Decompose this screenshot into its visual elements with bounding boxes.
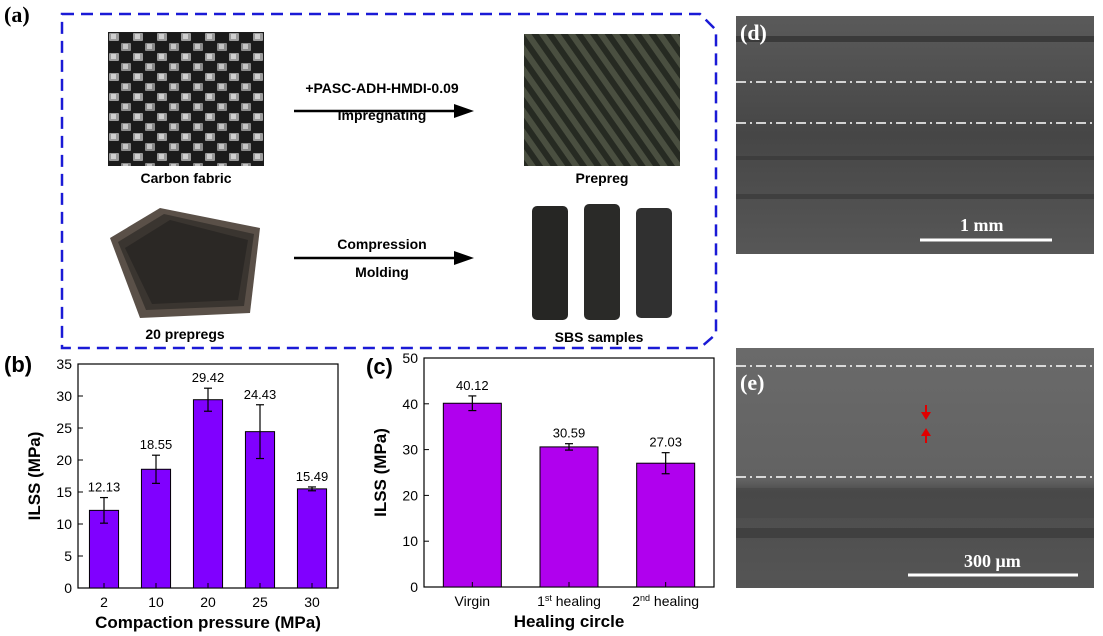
sbs-caption: SBS samples	[554, 329, 644, 345]
arrow1-bottom-label: Impregnating	[337, 107, 427, 123]
chart-c-value-label-2: 27.03	[649, 435, 682, 450]
chart-b-ytick-label-5: 25	[56, 420, 72, 436]
chart-b-bar-2	[192, 399, 224, 589]
chart-b-xtick-label-2: 20	[200, 594, 216, 610]
prepreg-photo	[524, 34, 680, 166]
chart-b-xtick-label-1: 10	[148, 594, 164, 610]
chart-c-letter: (c)	[366, 354, 393, 379]
chart-c-bar-1	[539, 446, 599, 588]
chart-b-xtick-label-3: 25	[252, 594, 268, 610]
chart-c-ytick-label-1: 10	[402, 533, 418, 549]
chart-b-ytick-label-0: 0	[64, 580, 72, 596]
sbs-samples-photo	[518, 200, 680, 324]
panel-d-letter: (d)	[740, 20, 767, 45]
carbon-fabric-photo	[108, 32, 264, 166]
chart-b-ytick-label-6: 30	[56, 388, 72, 404]
chart-c-ylabel: ILSS (MPa)	[371, 428, 390, 517]
chart-b-bar-1	[140, 468, 172, 589]
chart-b-value-label-3: 24.43	[244, 387, 277, 402]
carbon-fabric-caption: Carbon fabric	[140, 170, 232, 186]
arrow1-top-label: +PASC-ADH-HMDI-0.09	[305, 80, 459, 96]
red-arrow-up-icon	[921, 428, 931, 443]
chart-c-xtick-label-2: 2nd healing	[632, 593, 699, 609]
prepregs-caption: 20 prepregs	[145, 326, 225, 342]
panel-e-letter: (e)	[740, 370, 765, 395]
arrow2-bottom-label: Molding	[355, 264, 409, 280]
chart-b-value-label-1: 18.55	[140, 437, 173, 452]
chart-c-ytick-label-5: 50	[402, 350, 418, 366]
chart-c-xtick-label-0: Virgin	[455, 593, 491, 609]
sem-image-d: (d) 1 mm	[736, 16, 1094, 254]
chart-c-ytick-label-2: 20	[402, 487, 418, 503]
scale-label-d: 1 mm	[960, 215, 1004, 235]
chart-c-xtick-label-1: 1st healing	[537, 593, 601, 609]
prepregs-stack-photo	[100, 198, 270, 324]
chart-c-ytick-label-4: 40	[402, 396, 418, 412]
chart-b-ylabel: ILSS (MPa)	[25, 432, 44, 521]
chart-c-bar-0	[442, 402, 502, 588]
chart-c-value-label-0: 40.12	[456, 378, 489, 393]
chart-b-ytick-label-7: 35	[56, 356, 72, 372]
red-arrow-down-icon	[921, 405, 931, 420]
chart-c-bar-2	[636, 462, 696, 588]
chart-b-ytick-label-3: 15	[56, 484, 72, 500]
chart-c: (c) 0 10 20 30 40 50 40.12 Virgin 30.59 1st healin…	[366, 350, 715, 631]
chart-b-ytick-label-2: 10	[56, 516, 72, 532]
arrow1-icon	[294, 104, 474, 118]
chart-b-ytick-label-1: 5	[64, 548, 72, 564]
chart-b-bar-4	[296, 488, 328, 589]
chart-b-value-label-0: 12.13	[88, 480, 121, 495]
chart-b-ytick-label-4: 20	[56, 452, 72, 468]
chart-b-xtick-label-0: 2	[100, 594, 108, 610]
chart-c-ytick-label-0: 0	[410, 579, 418, 595]
chart-c-value-label-1: 30.59	[553, 426, 586, 441]
chart-b-letter: (b)	[4, 352, 32, 377]
panel-a-border	[60, 12, 718, 350]
chart-b-value-label-4: 15.49	[296, 469, 329, 484]
sem-image-e: (e) 300 μm	[736, 348, 1094, 588]
chart-c-ytick-label-3: 30	[402, 442, 418, 458]
chart-b-xlabel: Compaction pressure (MPa)	[95, 613, 321, 632]
prepreg-caption: Prepreg	[575, 170, 629, 186]
chart-c-xlabel: Healing circle	[514, 612, 625, 631]
chart-b: (b) 0 5 10 15 20 25 30 35 12.13 2 18.55 10 29.42 20 24.…	[4, 352, 339, 632]
chart-b-xtick-label-4: 30	[304, 594, 320, 610]
arrow2-top-label: Compression	[337, 236, 427, 252]
panel-a-letter: (a)	[4, 2, 30, 27]
chart-b-value-label-2: 29.42	[192, 370, 225, 385]
arrow2-icon	[294, 251, 474, 265]
scale-label-e: 300 μm	[964, 551, 1021, 571]
